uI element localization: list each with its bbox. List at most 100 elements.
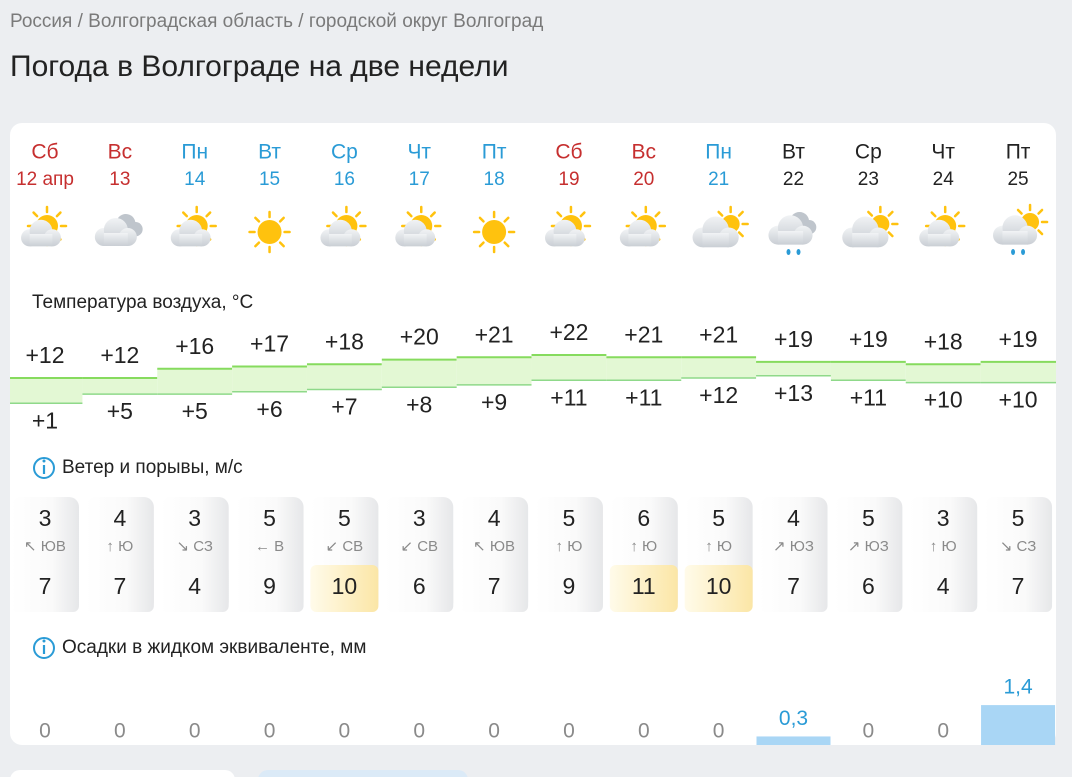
weekday: Сб — [555, 141, 582, 164]
gust-cell — [11, 565, 79, 612]
wind-direction: ↑ Ю — [705, 538, 732, 555]
date: 18 — [484, 169, 505, 190]
weather-icon — [545, 205, 592, 247]
gust-cell — [684, 565, 753, 612]
wind-gust: 9 — [563, 573, 576, 599]
sun-ray — [503, 216, 510, 223]
temperature-max: +12 — [25, 342, 64, 368]
sun-ray — [503, 241, 510, 248]
wind-direction: ← В — [255, 538, 284, 555]
precip-value: 0 — [638, 720, 650, 743]
gust-cell — [310, 565, 379, 612]
precip-value: 0 — [863, 720, 875, 743]
date: 14 — [184, 169, 206, 190]
sun-ray — [55, 211, 62, 218]
temperature-band — [681, 357, 757, 378]
precip-value: 0,3 — [779, 707, 808, 730]
weather-icon — [692, 205, 749, 248]
sun-ray — [717, 210, 724, 217]
rain-drop — [1021, 249, 1026, 255]
weekday: Чт — [931, 141, 955, 164]
sun-ray — [478, 216, 485, 223]
sun-ray — [278, 216, 285, 223]
temperature-label: Температура воздуха, °C — [32, 292, 253, 313]
date: 17 — [409, 169, 430, 190]
temperature-min: +5 — [182, 398, 208, 424]
sun-ray — [182, 211, 189, 218]
wind-speed: 3 — [413, 505, 426, 531]
info-icon[interactable] — [33, 637, 55, 659]
sun-ray — [205, 211, 212, 218]
wind-speed: 6 — [637, 505, 650, 531]
temperature-min: +10 — [999, 387, 1038, 413]
temperature-max: +21 — [699, 321, 738, 347]
temperature-min: +11 — [850, 384, 887, 410]
wind-speed: 3 — [188, 505, 201, 531]
button[interactable] — [10, 770, 235, 777]
weekday: Ср — [331, 141, 358, 164]
temperature-band — [381, 359, 457, 388]
wind-gust: 9 — [263, 573, 276, 599]
weekday: Пт — [482, 141, 507, 164]
cloud — [103, 233, 128, 246]
wind-direction: ↘ СЗ — [1000, 538, 1036, 555]
temperature-band — [905, 364, 981, 383]
rain-drop — [786, 249, 791, 255]
date: 19 — [558, 169, 579, 190]
cloud — [927, 234, 951, 247]
temperature-band — [456, 357, 532, 385]
wind-gust: 7 — [113, 573, 126, 599]
sun-ray — [556, 211, 563, 218]
precip-value: 0 — [114, 720, 126, 743]
temperature-min: +12 — [699, 382, 738, 408]
date: 12 апр — [16, 169, 74, 190]
temperature-max: +19 — [999, 326, 1038, 352]
temperature-band — [82, 378, 158, 395]
wind-direction: ↗ ЮЗ — [848, 538, 889, 555]
sun-ray — [406, 211, 413, 218]
wind-direction: ↑ Ю — [930, 538, 957, 555]
cloud — [403, 234, 427, 247]
wind-speed: 3 — [937, 505, 950, 531]
temperature-band — [606, 357, 682, 381]
date: 25 — [1007, 169, 1028, 190]
temperature-min: +11 — [625, 384, 662, 410]
breadcrumb[interactable]: Россия / Волгоградская область / городск… — [10, 11, 543, 32]
button[interactable] — [258, 770, 468, 777]
sun-ray — [737, 231, 744, 238]
weather-icon — [768, 212, 817, 255]
wind-label: Ветер и порывы, м/с — [62, 457, 243, 478]
temperature-band — [157, 368, 233, 395]
sun-ray — [579, 211, 586, 218]
page-title: Погода в Волгограде на две недели — [10, 50, 508, 83]
sun-ray — [278, 241, 285, 248]
wind-speed: 5 — [862, 505, 875, 531]
weekday: Чт — [407, 141, 431, 164]
temperature-band — [756, 361, 831, 376]
wind-direction: ↖ ЮВ — [473, 538, 515, 555]
gust-cell — [834, 565, 903, 612]
gust-cell — [984, 565, 1053, 612]
temperature-min: +10 — [924, 387, 963, 413]
weather-icon — [395, 205, 442, 247]
sun — [482, 220, 507, 244]
date: 22 — [783, 169, 804, 190]
info-icon[interactable] — [33, 457, 55, 479]
weekday: Вт — [782, 141, 805, 164]
weekday: Ср — [855, 141, 882, 164]
temperature-max: +20 — [400, 324, 439, 350]
weekday: Пн — [705, 141, 732, 164]
weather-icon — [472, 210, 516, 254]
temperature-max: +19 — [849, 326, 888, 352]
temperature-band — [980, 361, 1056, 383]
precip-label: Осадки в жидком эквиваленте, мм — [62, 637, 366, 658]
cloud — [628, 234, 652, 247]
sun-ray — [887, 231, 894, 238]
gust-cell — [909, 565, 978, 612]
weekday: Пт — [1006, 141, 1031, 164]
weather-icon — [21, 205, 68, 247]
weather-icon — [842, 205, 899, 248]
temperature-min: +8 — [406, 391, 432, 417]
temperature-min: +1 — [32, 407, 58, 433]
date: 15 — [259, 169, 280, 190]
